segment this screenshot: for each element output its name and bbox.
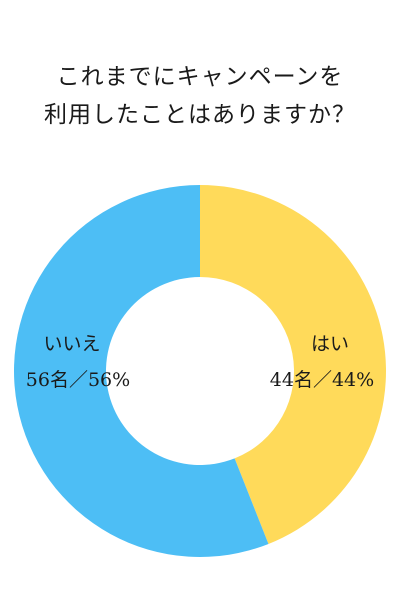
slice-value-label-yes: 44名／44% — [270, 369, 374, 391]
donut-labels: はい 44名／44% いいえ 56名／56% — [26, 333, 374, 391]
donut-slice-no — [13, 185, 269, 557]
slice-value-label-no: 56名／56% — [26, 369, 130, 391]
slice-label-yes: はい — [311, 333, 349, 355]
chart-title-line-1: これまでにキャンペーンを — [56, 64, 344, 90]
chart-title-line-2: 利用したことはありますか？ — [44, 102, 356, 128]
donut-slice-yes — [200, 185, 386, 544]
slice-label-no: いいえ — [43, 333, 100, 355]
donut-slices — [13, 185, 386, 557]
chart-title: これまでにキャンペーンを 利用したことはありますか？ — [0, 58, 400, 134]
